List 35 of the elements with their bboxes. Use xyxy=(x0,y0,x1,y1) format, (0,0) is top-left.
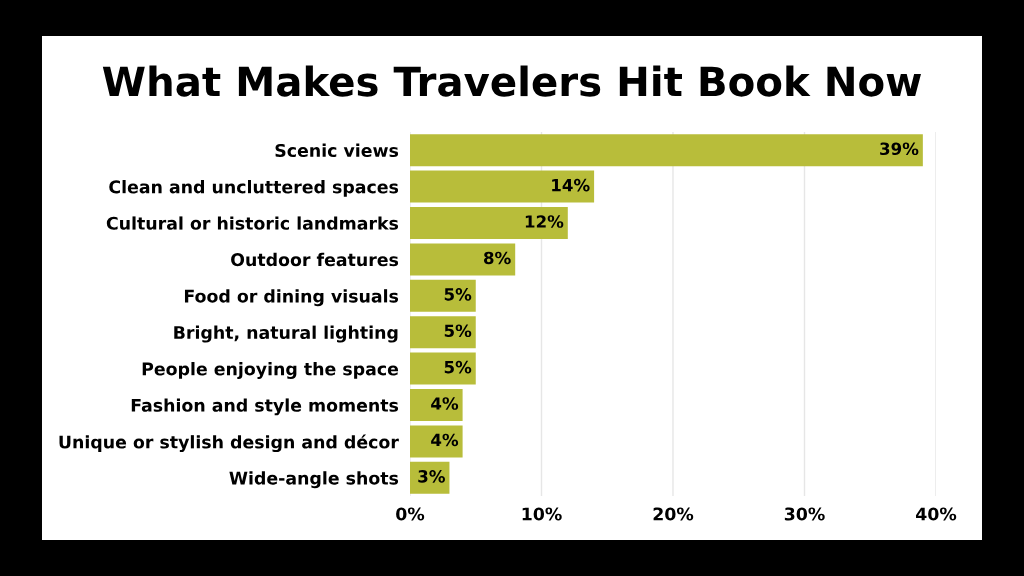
bar xyxy=(410,352,476,385)
x-tick-label: 10% xyxy=(522,507,562,521)
x-tick-label: 40% xyxy=(916,507,957,521)
bar xyxy=(410,170,595,203)
bar xyxy=(410,243,516,276)
y-tick-label: Outdoor features xyxy=(231,252,399,267)
data-label: 5% xyxy=(444,360,472,374)
data-label: 5% xyxy=(444,288,472,301)
y-tick-label: Unique or stylish design and décor xyxy=(59,434,399,453)
bar xyxy=(410,425,463,458)
y-tick-label: Clean and uncluttered spaces xyxy=(109,180,399,197)
data-label: 14% xyxy=(552,178,590,192)
bar xyxy=(410,316,476,349)
x-tick-label: 30% xyxy=(784,507,825,521)
y-tick-label: Bright, natural lighting xyxy=(174,325,398,343)
data-label: 4% xyxy=(431,433,459,447)
y-tick-label: Cultural or historic landmarks xyxy=(106,216,399,230)
bar xyxy=(410,134,923,167)
x-tick-label: 20% xyxy=(653,507,694,521)
data-label: 3% xyxy=(418,470,445,483)
data-label: 12% xyxy=(525,215,564,228)
data-label: 8% xyxy=(483,251,511,265)
y-tick-label: Fashion and style moments xyxy=(131,398,399,416)
y-tick-label: People enjoying the space xyxy=(142,362,399,379)
bar xyxy=(410,206,568,240)
y-tick-label: Scenic views xyxy=(275,143,399,158)
data-label: 4% xyxy=(431,397,459,410)
data-label: 5% xyxy=(444,324,472,338)
data-label: 39% xyxy=(880,142,919,156)
bar xyxy=(410,279,476,312)
chart-title: What Makes Travelers Hit Book Now xyxy=(102,65,921,97)
y-tick-label: Food or dining visuals xyxy=(184,289,399,307)
y-tick-label: Wide-angle shots xyxy=(229,471,399,489)
x-tick-label: 0% xyxy=(396,507,425,521)
bar xyxy=(410,388,463,422)
